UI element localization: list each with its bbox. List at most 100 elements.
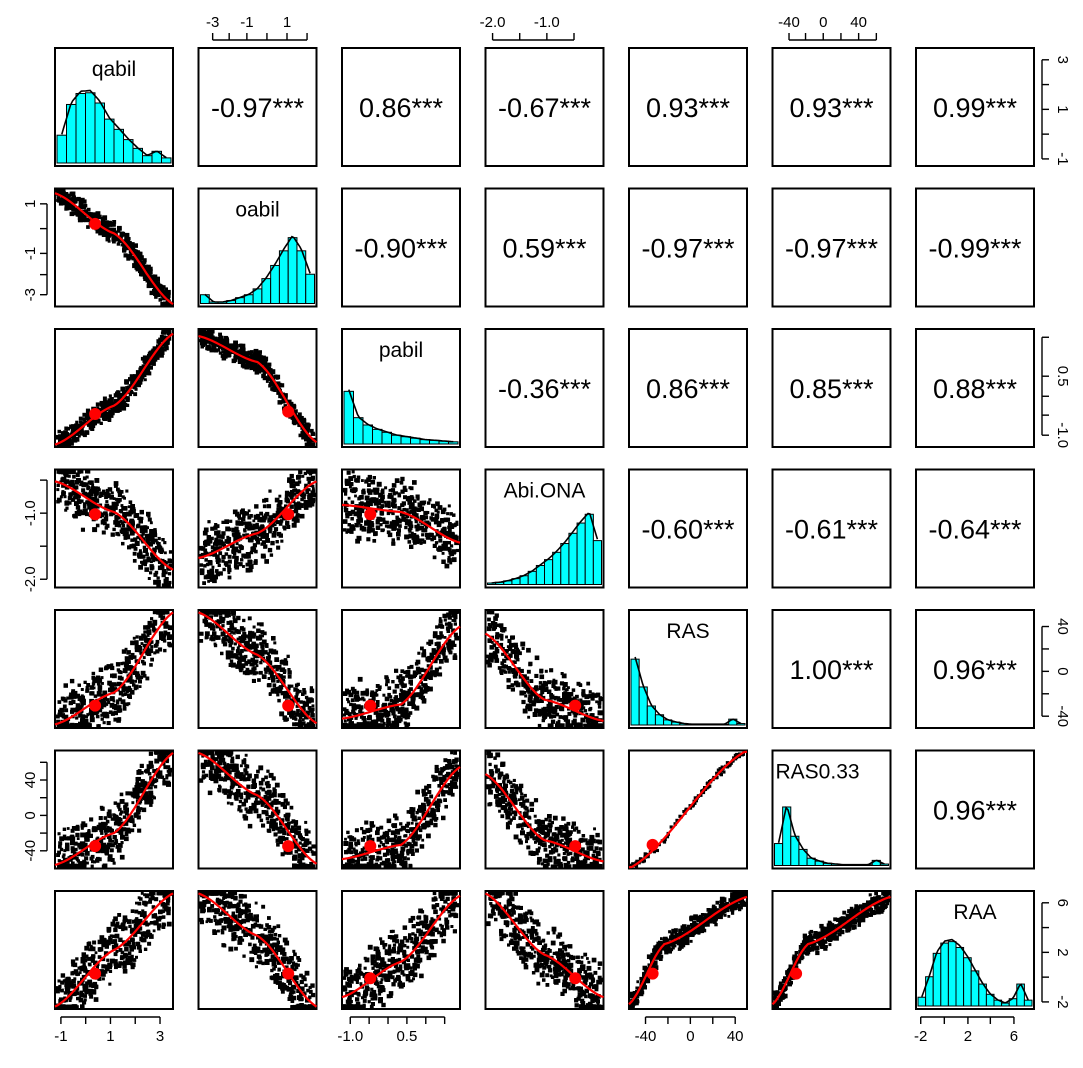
scatter-point bbox=[211, 636, 216, 642]
scatter-point bbox=[137, 679, 142, 684]
scatter-point bbox=[112, 505, 118, 510]
scatter-point bbox=[168, 550, 173, 554]
scatter-point bbox=[366, 477, 371, 483]
scatter-point bbox=[126, 690, 129, 693]
scatter-point bbox=[150, 645, 154, 649]
scatter-point bbox=[230, 802, 234, 806]
scatter-point bbox=[373, 531, 378, 536]
scatter-point bbox=[244, 351, 249, 356]
scatter-point bbox=[427, 501, 431, 505]
scatter-point bbox=[287, 674, 292, 679]
scatter-point bbox=[164, 583, 169, 588]
scatter-point bbox=[252, 625, 256, 629]
scatter-point bbox=[264, 497, 269, 503]
scatter-point bbox=[128, 377, 133, 382]
scatter-point bbox=[295, 712, 300, 717]
mean-point bbox=[89, 699, 102, 712]
scatter-point bbox=[397, 506, 402, 511]
scatter-point bbox=[210, 526, 215, 531]
panel-frame bbox=[771, 328, 892, 448]
scatter-point bbox=[210, 634, 214, 639]
scatter-point bbox=[206, 574, 211, 580]
scatter-point bbox=[148, 360, 153, 366]
scatter-point bbox=[292, 716, 296, 720]
scatter-point bbox=[168, 329, 172, 333]
scatter-point bbox=[427, 655, 431, 660]
scatter-point bbox=[500, 661, 505, 665]
scatter-point bbox=[78, 201, 83, 205]
scatter-point bbox=[74, 501, 79, 506]
scatter-point bbox=[152, 287, 157, 292]
scatter-point bbox=[113, 821, 118, 826]
scatter-point bbox=[112, 401, 116, 405]
scatter-point bbox=[570, 697, 575, 702]
scatter-point bbox=[305, 711, 310, 716]
scatter-point bbox=[398, 692, 403, 697]
scatter-point bbox=[587, 700, 591, 704]
scatter-point bbox=[120, 833, 124, 837]
scatter-point bbox=[579, 706, 584, 711]
scatter-point bbox=[302, 688, 306, 692]
scatter-point bbox=[307, 436, 311, 441]
scatter-point bbox=[131, 655, 135, 659]
scatter-point bbox=[370, 497, 375, 503]
scatter-point bbox=[378, 708, 383, 713]
scatter-point bbox=[244, 521, 250, 527]
scatter-point bbox=[152, 274, 158, 280]
scatter-point bbox=[271, 678, 276, 683]
scatter-point bbox=[264, 516, 267, 519]
scatter-point bbox=[161, 538, 165, 542]
scatter-point bbox=[396, 697, 401, 702]
scatter-point bbox=[266, 504, 272, 509]
scatter-point bbox=[132, 670, 137, 675]
scatter-point bbox=[235, 513, 239, 517]
scatter-point bbox=[164, 561, 168, 565]
scatter-point bbox=[261, 534, 266, 539]
scatter-point bbox=[429, 670, 435, 675]
scatter-point bbox=[399, 511, 405, 516]
scatter-point bbox=[377, 712, 381, 716]
scatter-point bbox=[238, 636, 243, 640]
scatter-point bbox=[202, 530, 208, 536]
scatter-point bbox=[305, 490, 310, 494]
scatter-point bbox=[81, 215, 86, 220]
scatter-point bbox=[299, 712, 305, 718]
scatter-point bbox=[233, 642, 237, 646]
scatter-point bbox=[133, 243, 138, 248]
panel-0-2: 0.86*** bbox=[341, 47, 461, 167]
scatter-point bbox=[451, 614, 455, 618]
scatter-point bbox=[240, 343, 246, 349]
scatter-point bbox=[112, 497, 116, 500]
scatter-point bbox=[106, 834, 112, 839]
scatter-point bbox=[236, 646, 240, 650]
panel-frame bbox=[628, 468, 748, 589]
scatter-point bbox=[450, 535, 455, 541]
scatter-point bbox=[541, 718, 545, 723]
scatter-point bbox=[125, 686, 130, 691]
scatter-point bbox=[76, 196, 81, 202]
scatter-point bbox=[101, 416, 106, 421]
scatter-point bbox=[306, 438, 310, 442]
scatter-point bbox=[287, 668, 291, 672]
scatter-point bbox=[134, 644, 140, 650]
scatter-point bbox=[103, 400, 108, 406]
scatter-point bbox=[392, 525, 397, 531]
scatter-point bbox=[416, 669, 422, 675]
scatter-point bbox=[103, 711, 107, 716]
scatter-point bbox=[538, 681, 543, 685]
scatter-point bbox=[124, 702, 129, 707]
scatter-point bbox=[248, 645, 253, 650]
panel-frame bbox=[341, 187, 461, 308]
scatter-point bbox=[519, 668, 524, 674]
scatter-point bbox=[119, 392, 124, 397]
scatter-point bbox=[293, 488, 298, 492]
scatter-point bbox=[164, 621, 169, 625]
scatter-point bbox=[149, 782, 154, 786]
loess-fit-line bbox=[484, 632, 604, 722]
scatter-point bbox=[213, 540, 219, 546]
scatter-point bbox=[449, 561, 453, 565]
scatter-point bbox=[152, 346, 158, 351]
scatter-point bbox=[544, 669, 548, 673]
scatter-point bbox=[597, 700, 602, 705]
scatter-point bbox=[147, 353, 151, 358]
